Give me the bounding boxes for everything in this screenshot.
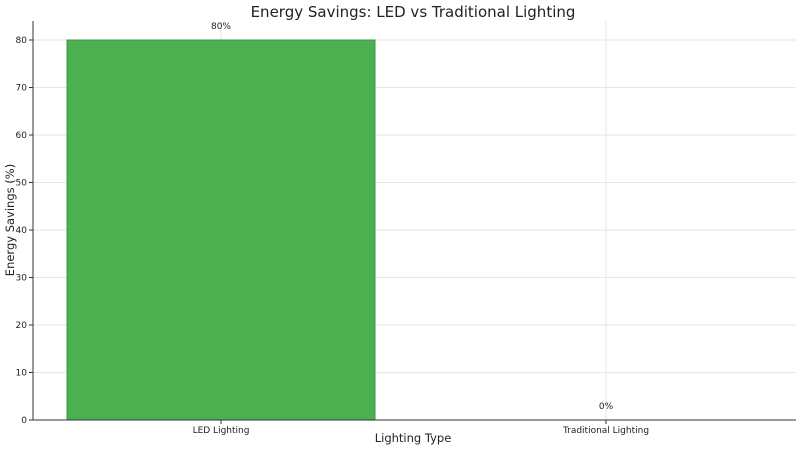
chart-title: Energy Savings: LED vs Traditional Light… — [251, 3, 576, 21]
y-tick-label: 60 — [16, 131, 28, 141]
x-tick-label: LED Lighting — [193, 426, 250, 436]
x-ticks: LED Lighting Traditional Lighting — [193, 420, 649, 436]
y-ticks: 0 10 20 30 40 50 60 70 80 — [16, 36, 33, 426]
data-labels: 80% 0% — [211, 22, 614, 412]
y-axis-title: Energy Savings (%) — [3, 164, 17, 276]
y-tick-label: 30 — [16, 274, 28, 284]
y-tick-label: 0 — [21, 416, 27, 426]
bars — [66, 39, 376, 421]
x-tick-label: Traditional Lighting — [562, 426, 649, 436]
y-tick-label: 20 — [16, 321, 28, 331]
x-axis-title: Lighting Type — [375, 431, 452, 445]
data-label: 80% — [211, 22, 231, 32]
y-tick-label: 40 — [16, 226, 28, 236]
y-tick-label: 70 — [16, 84, 28, 94]
y-tick-label: 80 — [16, 36, 28, 46]
y-tick-label: 10 — [16, 369, 28, 379]
bar-led-lighting — [66, 39, 376, 421]
data-label: 0% — [599, 402, 614, 412]
y-tick-label: 50 — [16, 179, 28, 189]
